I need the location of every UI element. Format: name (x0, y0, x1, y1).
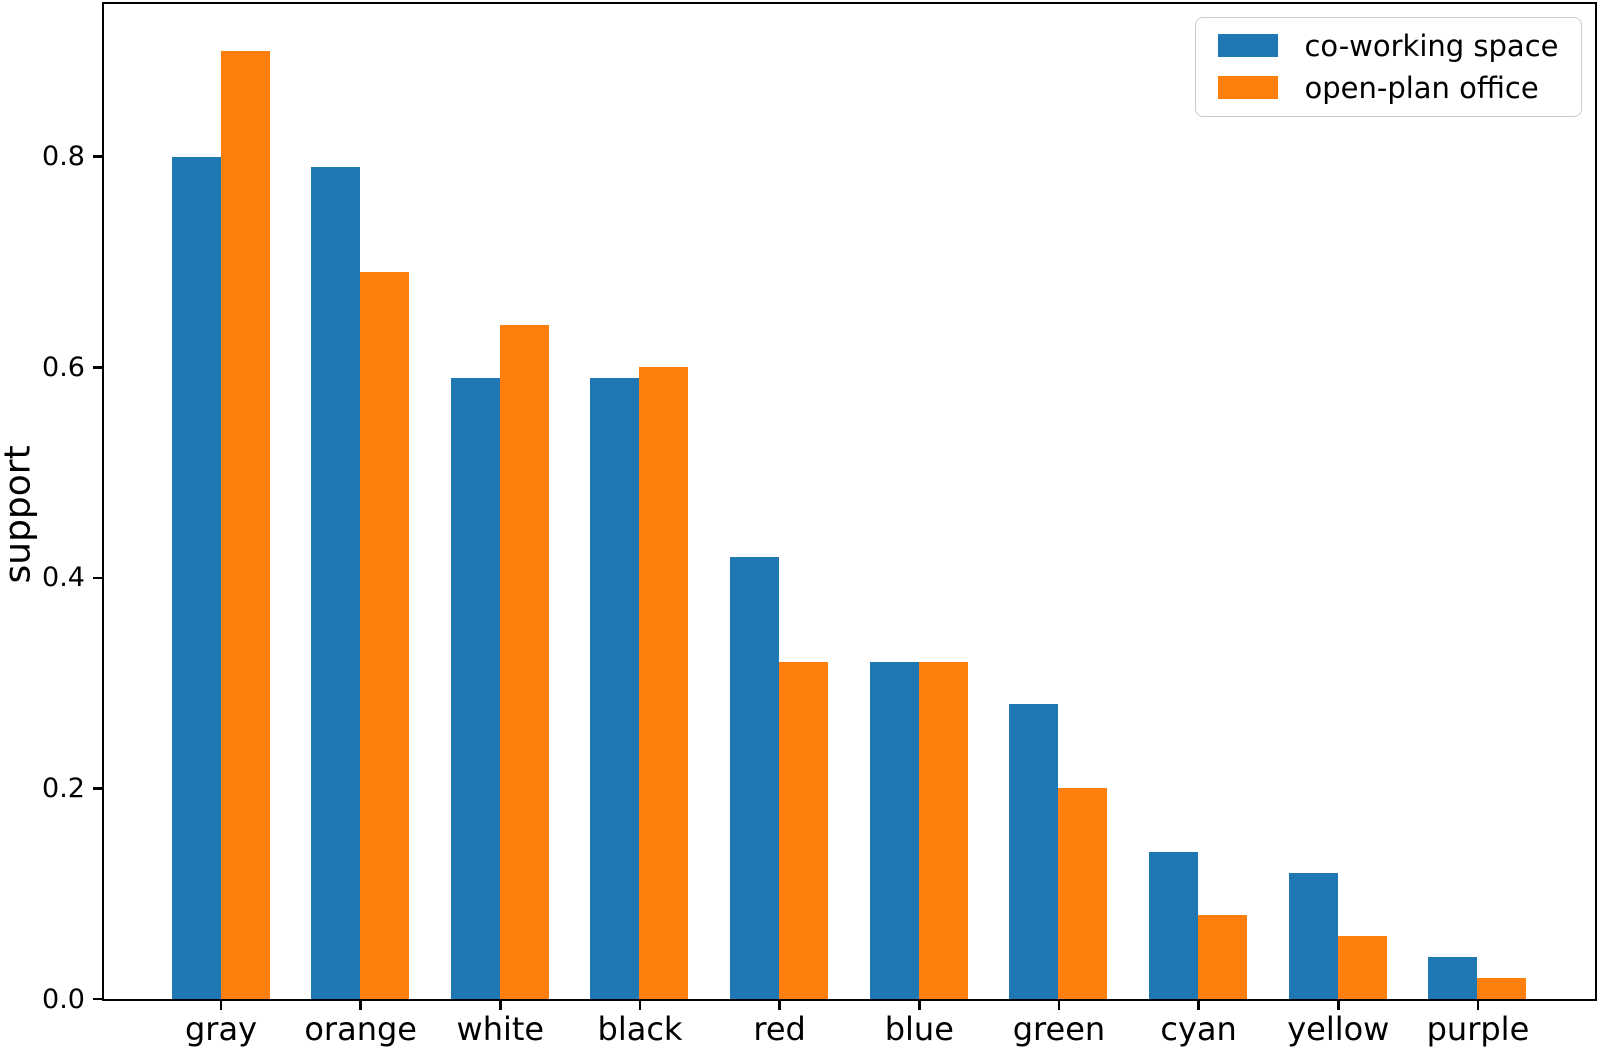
bar-co-working-space-black (590, 377, 640, 999)
bar-open-plan-office-cyan (1198, 914, 1248, 999)
x-tick-label-blue: blue (884, 1010, 954, 1048)
y-tick-mark (93, 997, 104, 1001)
y-tick-mark (93, 155, 104, 158)
x-tick-label-cyan: cyan (1160, 1010, 1237, 1048)
bar-co-working-space-red (730, 556, 780, 999)
bar-open-plan-office-red (779, 661, 829, 999)
x-tick-label-orange: orange (304, 1010, 417, 1048)
x-tick-label-red: red (753, 1010, 806, 1048)
bar-co-working-space-orange (311, 166, 361, 999)
x-tick-mark (638, 999, 642, 1010)
bar-co-working-space-yellow (1288, 872, 1338, 999)
x-tick-label-purple: purple (1426, 1010, 1530, 1048)
y-tick-label: 0.2 (42, 772, 85, 804)
x-tick-mark (1057, 999, 1061, 1010)
x-tick-mark (778, 999, 781, 1010)
bar-open-plan-office-blue (918, 661, 968, 999)
y-tick-label: 0.8 (42, 141, 85, 173)
bar-co-working-space-cyan (1149, 851, 1199, 999)
x-tick-mark (1197, 999, 1200, 1010)
legend-item: open-plan office (1218, 73, 1558, 103)
x-tick-label-green: green (1012, 1010, 1106, 1048)
x-tick-mark (1476, 999, 1480, 1010)
bar-co-working-space-purple (1428, 956, 1478, 999)
bar-co-working-space-white (450, 377, 500, 999)
x-tick-mark (1337, 999, 1340, 1010)
bar-open-plan-office-green (1058, 787, 1108, 999)
y-tick-mark (93, 576, 104, 580)
x-tick-label-yellow: yellow (1287, 1010, 1390, 1048)
bar-open-plan-office-yellow (1337, 935, 1387, 999)
x-tick-label-white: white (456, 1010, 545, 1048)
x-tick-mark (359, 999, 362, 1010)
bar-open-plan-office-gray (220, 50, 270, 999)
bar-open-plan-office-black (639, 366, 689, 999)
legend-swatch-icon (1218, 34, 1279, 57)
y-tick-label: 0.4 (42, 562, 85, 594)
x-tick-label-gray: gray (184, 1010, 257, 1048)
bar-co-working-space-blue (869, 661, 919, 999)
bar-co-working-space-green (1009, 703, 1059, 999)
legend: co-working space open-plan office (1195, 16, 1582, 117)
x-tick-mark (918, 999, 921, 1010)
x-tick-mark (499, 999, 502, 1010)
bar-open-plan-office-purple (1477, 977, 1527, 999)
legend-label: open-plan office (1304, 70, 1539, 105)
legend-label: co-working space (1304, 28, 1559, 63)
x-tick-label-black: black (597, 1010, 683, 1048)
bar-open-plan-office-orange (360, 271, 410, 999)
x-tick-mark (219, 999, 223, 1010)
plot-area: co-working space open-plan office (101, 1, 1597, 1001)
y-tick-mark (93, 787, 104, 790)
bar-co-working-space-gray (171, 156, 221, 999)
y-tick-label: 0.0 (42, 983, 85, 1015)
legend-swatch-icon (1218, 76, 1279, 99)
bar-open-plan-office-white (499, 324, 549, 999)
legend-item: co-working space (1218, 28, 1559, 63)
y-tick-mark (93, 366, 104, 369)
y-tick-label: 0.6 (42, 351, 85, 383)
